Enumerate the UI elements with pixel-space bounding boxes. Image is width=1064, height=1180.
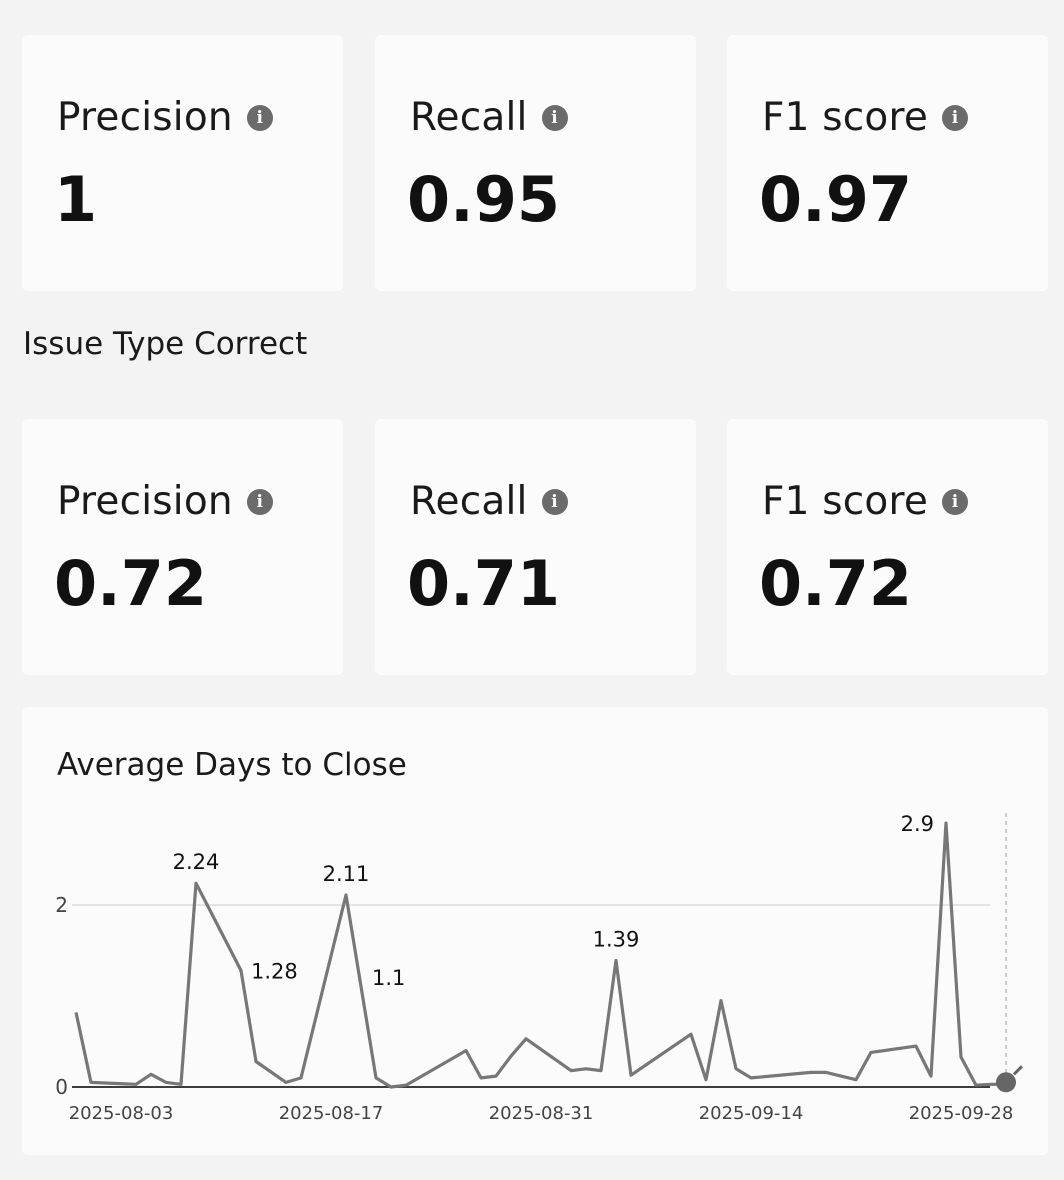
section-title: Issue Type Correct xyxy=(23,326,308,362)
info-icon[interactable]: i xyxy=(541,104,568,131)
data-label: 1.39 xyxy=(593,928,640,952)
x-tick-label: 2025-08-03 xyxy=(69,1103,174,1124)
data-label: 1.1 xyxy=(372,966,405,990)
recall-label: Recall xyxy=(410,95,528,140)
f1-score-card: F1 score i 0.97 xyxy=(727,35,1048,291)
highlight-point xyxy=(996,1072,1016,1093)
info-icon[interactable]: i xyxy=(942,104,969,131)
issue-precision-card: Precision i 0.72 xyxy=(22,419,343,675)
issue-recall-label: Recall xyxy=(410,479,528,524)
issue-precision-label-row: Precision i xyxy=(57,479,273,524)
issue-f1-score-card: F1 score i 0.72 xyxy=(727,419,1048,675)
precision-label: Precision xyxy=(57,95,233,140)
average-days-to-close-chart[interactable]: 0 2 2.24 1.28 2.11 1.1 1.39 2.9 2025-08-03 2025-0… xyxy=(22,707,1048,1155)
issue-recall-card: Recall i 0.71 xyxy=(375,419,696,675)
data-label: 1.28 xyxy=(251,960,298,984)
recall-card: Recall i 0.95 xyxy=(375,35,696,291)
x-tick-label: 2025-09-14 xyxy=(699,1103,804,1124)
issue-recall-value: 0.71 xyxy=(407,547,560,620)
info-icon[interactable]: i xyxy=(942,488,969,515)
recall-value: 0.95 xyxy=(407,163,560,236)
issue-f1-score-label: F1 score xyxy=(762,479,929,524)
precision-card: Precision i 1 xyxy=(22,35,343,291)
info-icon[interactable]: i xyxy=(541,488,568,515)
chart-title: Average Days to Close xyxy=(57,747,407,783)
issue-precision-label: Precision xyxy=(57,479,233,524)
y-tick-label: 0 xyxy=(55,1075,68,1099)
precision-label-row: Precision i xyxy=(57,95,273,140)
issue-recall-label-row: Recall i xyxy=(410,479,568,524)
f1-score-value: 0.97 xyxy=(759,163,912,236)
info-icon[interactable]: i xyxy=(246,488,273,515)
x-tick-label: 2025-08-17 xyxy=(279,1103,384,1124)
series-line xyxy=(74,821,1006,1089)
f1-score-label-row: F1 score i xyxy=(762,95,969,140)
x-tick-label: 2025-08-31 xyxy=(489,1103,594,1124)
f1-score-label: F1 score xyxy=(762,95,929,140)
x-tick-label: 2025-09-28 xyxy=(909,1103,1014,1124)
average-days-to-close-card: Average Days to Close 0 2 2.24 1.28 2.11 1.1 1… xyxy=(22,707,1048,1155)
issue-f1-score-label-row: F1 score i xyxy=(762,479,969,524)
highlight-tail xyxy=(1012,1065,1024,1076)
info-icon[interactable]: i xyxy=(246,104,273,131)
y-tick-label: 2 xyxy=(55,893,68,917)
issue-precision-value: 0.72 xyxy=(54,547,207,620)
precision-value: 1 xyxy=(54,163,98,236)
data-label: 2.24 xyxy=(173,850,220,874)
data-label: 2.9 xyxy=(901,812,934,836)
issue-f1-score-value: 0.72 xyxy=(759,547,912,620)
recall-label-row: Recall i xyxy=(410,95,568,140)
data-label: 2.11 xyxy=(323,862,370,886)
